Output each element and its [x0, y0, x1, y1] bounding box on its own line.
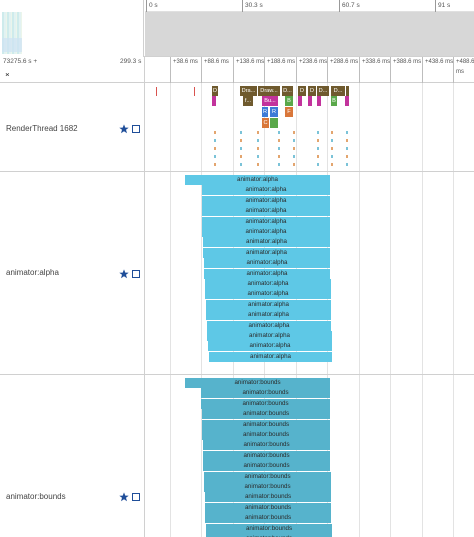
animator-slice[interactable]: animator:alpha	[202, 206, 330, 217]
track-render-area[interactable]: D Dra... Draw... D... D D D... D... f...…	[145, 83, 474, 171]
render-slice[interactable]: D...	[282, 86, 293, 96]
overview-tick: 60.7 s	[339, 0, 360, 12]
animator-slice[interactable]: animator:bounds	[201, 388, 330, 399]
animator-slice[interactable]: animator:alpha	[203, 247, 330, 258]
ruler-left-panel: 73275.6 s + 299.3 s ⌄ ⌃	[0, 57, 145, 83]
render-slice[interactable]: C	[262, 118, 269, 128]
animator-slice[interactable]: animator:alpha	[209, 351, 332, 362]
render-slice[interactable]: D	[212, 86, 218, 96]
animator-slice[interactable]: animator:bounds	[203, 461, 330, 472]
animator-slice[interactable]: animator:bounds	[205, 513, 331, 524]
animator-slice[interactable]: animator:bounds	[205, 502, 331, 513]
track-label-panel: animator:alpha	[0, 172, 145, 374]
ruler-tick: +138.6 ms	[233, 57, 264, 83]
overview-timeline[interactable]: 0 s 30.3 s 60.7 s 91 s	[0, 0, 474, 57]
animator-slice[interactable]: animator:alpha	[185, 175, 330, 185]
overview-tick: 91 s	[435, 0, 450, 12]
animator-slice[interactable]: animator:bounds	[203, 440, 330, 451]
animator-slice[interactable]: animator:alpha	[202, 185, 330, 196]
select-track-checkbox[interactable]	[132, 125, 140, 133]
animator-slice[interactable]: animator:bounds	[204, 482, 331, 492]
animator-slice[interactable]: animator:bounds	[206, 534, 332, 537]
star-pin-icon[interactable]	[119, 269, 129, 279]
render-slice[interactable]: Dra...	[240, 86, 257, 96]
collapse-all-icon[interactable]: ⌄ ⌃	[4, 68, 11, 82]
animator-slice[interactable]: animator:bounds	[203, 450, 330, 461]
render-slice[interactable]: D	[308, 86, 316, 96]
render-slice[interactable]: R	[262, 107, 268, 117]
select-track-checkbox[interactable]	[132, 270, 140, 278]
ruler-tick: +288.6 ms	[327, 57, 358, 83]
ruler-tick: +488.6 ms	[453, 57, 474, 83]
overview-left-panel	[0, 0, 144, 57]
render-slice[interactable]: Bu...	[262, 96, 278, 106]
star-pin-icon[interactable]	[119, 124, 129, 134]
animator-slice[interactable]: animator:alpha	[205, 289, 331, 300]
animator-slice[interactable]: animator:alpha	[202, 195, 330, 206]
time-span-label: 299.3 s	[120, 58, 142, 65]
animator-slice[interactable]: animator:alpha	[204, 258, 330, 269]
render-slice[interactable]: f...	[243, 96, 253, 106]
track-animator-bounds[interactable]: animator:bounds animator:bounds animator:…	[0, 375, 474, 537]
track-label-panel: animator:bounds	[0, 375, 145, 537]
overview-tick: 0 s	[146, 0, 158, 12]
star-pin-icon[interactable]	[119, 492, 129, 502]
animator-slice[interactable]: animator:bounds	[185, 378, 330, 388]
track-label-panel: RenderThread 1682	[0, 83, 145, 171]
ruler-tick: +238.6 ms	[296, 57, 327, 83]
time-ruler[interactable]: 73275.6 s + 299.3 s ⌄ ⌃ +38.6 ms +88.6 ms…	[0, 57, 474, 83]
track-name: animator:bounds	[6, 492, 66, 501]
time-offset-label: 73275.6 s +	[3, 58, 38, 65]
render-slice[interactable]: F	[285, 107, 293, 117]
animator-slice[interactable]: animator:bounds	[205, 492, 331, 503]
ruler-tick: +188.6 ms	[264, 57, 295, 83]
animator-slice[interactable]: animator:alpha	[205, 279, 331, 289]
overview-tick: 30.3 s	[242, 0, 263, 12]
track-alpha-area[interactable]: animator:alpha animator:alpha animator:alp…	[145, 172, 474, 374]
animator-slice[interactable]: animator:bounds	[204, 471, 331, 482]
render-slice[interactable]: D	[298, 86, 306, 96]
animator-slice[interactable]: animator:bounds	[201, 398, 330, 409]
overview-thumbnail-bottom	[2, 38, 22, 52]
track-name: animator:alpha	[6, 268, 59, 277]
animator-slice[interactable]: animator:bounds	[202, 430, 330, 440]
ruler-tick: +38.6 ms	[170, 57, 198, 83]
render-slice[interactable]: D...	[317, 86, 329, 96]
render-slice[interactable]: B	[285, 96, 293, 106]
ruler-tick: +388.6 ms	[390, 57, 421, 83]
animator-slice[interactable]: animator:alpha	[208, 341, 332, 352]
ruler-tick: +338.6 ms	[359, 57, 390, 83]
ruler-tick: +438.6 ms	[422, 57, 453, 83]
select-track-checkbox[interactable]	[132, 493, 140, 501]
animator-slice[interactable]: animator:bounds	[202, 419, 330, 430]
track-animator-alpha[interactable]: animator:alpha animator:alpha animator:al…	[0, 172, 474, 375]
animator-slice[interactable]: animator:alpha	[203, 237, 330, 248]
overview-track[interactable]: 0 s 30.3 s 60.7 s 91 s	[145, 0, 474, 57]
animator-slice[interactable]: animator:alpha	[206, 310, 331, 321]
render-slice[interactable]: B	[331, 96, 337, 106]
render-slice[interactable]: R	[270, 107, 278, 117]
track-name: RenderThread 1682	[6, 124, 78, 133]
animator-slice[interactable]: animator:bounds	[206, 523, 332, 534]
render-slice[interactable]: D...	[331, 86, 345, 96]
animator-slice[interactable]: animator:bounds	[202, 409, 330, 420]
track-renderthread[interactable]: RenderThread 1682 D Dra... Draw... D... …	[0, 83, 474, 172]
render-slice[interactable]: Draw...	[258, 86, 280, 96]
animator-slice[interactable]: animator:alpha	[206, 299, 331, 310]
animator-slice[interactable]: animator:alpha	[202, 227, 330, 237]
animator-slice[interactable]: animator:alpha	[202, 216, 330, 227]
animator-slice[interactable]: animator:alpha	[204, 268, 330, 279]
animator-slice[interactable]: animator:alpha	[207, 320, 331, 331]
ruler-tick: +88.6 ms	[201, 57, 229, 83]
overview-visible-window[interactable]	[145, 12, 474, 56]
animator-slice[interactable]: animator:alpha	[207, 331, 332, 341]
overview-ticks: 0 s 30.3 s 60.7 s 91 s	[145, 0, 474, 12]
track-bounds-area[interactable]: animator:bounds animator:bounds animator:b…	[145, 375, 474, 537]
